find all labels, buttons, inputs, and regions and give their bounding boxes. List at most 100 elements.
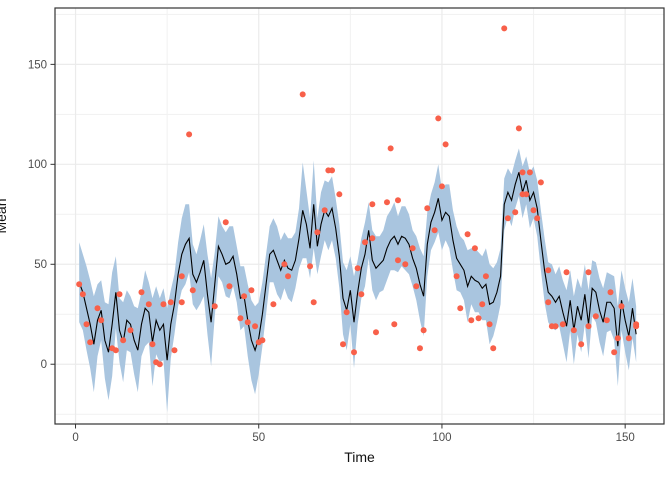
x-tick-label: 50: [252, 432, 265, 444]
observation-point: [563, 269, 570, 276]
observation-point: [340, 341, 347, 348]
observation-point: [237, 315, 244, 322]
observation-point: [156, 361, 163, 368]
observation-point: [559, 321, 566, 328]
observation-point: [504, 215, 511, 222]
observation-point: [116, 291, 123, 298]
observation-point: [94, 305, 101, 312]
panel-border: [54, 7, 665, 425]
observation-point: [420, 327, 427, 334]
observation-point: [394, 257, 401, 264]
observation-point: [519, 169, 526, 176]
observation-point: [314, 229, 321, 236]
observation-point: [453, 273, 460, 280]
observation-point: [523, 191, 530, 198]
observation-point: [607, 289, 614, 296]
observation-point: [486, 321, 493, 328]
y-tick-label: 150: [28, 59, 47, 71]
observation-point: [402, 261, 409, 268]
observation-point: [585, 269, 592, 276]
observation-point: [394, 197, 401, 204]
observation-point: [416, 345, 423, 352]
observation-point: [534, 215, 541, 222]
observation-point: [545, 299, 552, 306]
observation-point: [482, 273, 489, 280]
observation-point: [545, 267, 552, 274]
observation-point: [585, 323, 592, 330]
confidence-ribbon: [79, 148, 637, 413]
observation-point: [442, 141, 449, 148]
observation-point: [369, 235, 376, 242]
observation-point: [76, 281, 83, 288]
observation-point: [471, 245, 478, 252]
observation-point: [259, 337, 266, 344]
observation-point: [618, 303, 625, 310]
observation-point: [578, 341, 585, 348]
x-tick-label: 150: [616, 432, 635, 444]
observation-point: [361, 239, 368, 246]
observation-point: [387, 145, 394, 152]
observation-point: [358, 291, 365, 298]
observation-point: [490, 345, 497, 352]
observation-point: [372, 329, 379, 336]
observation-point: [592, 313, 599, 320]
observation-point: [501, 25, 508, 32]
observation-point: [285, 273, 292, 280]
observation-point: [603, 317, 610, 324]
observation-point: [127, 327, 134, 334]
observation-point: [299, 91, 306, 98]
observation-point: [252, 323, 259, 330]
observation-point: [614, 335, 621, 342]
observation-point: [112, 347, 119, 354]
observation-point: [222, 219, 229, 226]
observation-point: [79, 291, 86, 298]
observation-point: [468, 317, 475, 324]
observation-point: [464, 231, 471, 238]
observation-point: [145, 301, 152, 308]
observation-point: [241, 293, 248, 300]
observation-point: [526, 169, 533, 176]
observation-point: [307, 263, 314, 270]
mean-line: [78, 172, 637, 361]
observation-point: [186, 131, 193, 138]
observation-point: [475, 315, 482, 322]
observation-point: [343, 309, 350, 316]
observation-point: [160, 301, 167, 308]
observation-point: [625, 335, 632, 342]
observation-point: [178, 273, 185, 280]
observation-point: [552, 323, 559, 330]
y-tick-label: 0: [41, 359, 47, 371]
y-tick-label: 50: [34, 259, 47, 271]
observation-point: [479, 301, 486, 308]
observation-point: [167, 299, 174, 306]
observation-point: [189, 287, 196, 294]
x-axis-title: Time: [344, 449, 375, 465]
observation-point: [83, 321, 90, 328]
observation-point: [321, 207, 328, 214]
observation-point: [226, 283, 233, 290]
observation-point: [435, 115, 442, 122]
observation-point: [248, 287, 255, 294]
x-tick-label: 100: [432, 432, 451, 444]
observation-point: [98, 317, 105, 324]
observation-point: [409, 245, 416, 252]
observation-point: [413, 283, 420, 290]
observation-point: [512, 209, 519, 216]
x-tick-label: 0: [72, 432, 78, 444]
observation-point: [383, 199, 390, 206]
observation-point: [457, 305, 464, 312]
observation-point: [570, 327, 577, 334]
observation-point: [351, 349, 358, 356]
observation-point: [611, 349, 618, 356]
observation-point: [633, 323, 640, 330]
observation-point: [244, 319, 251, 326]
observation-point: [270, 301, 277, 308]
panel-background: [55, 8, 664, 424]
observation-point: [149, 341, 156, 348]
observation-point: [281, 261, 288, 268]
y-tick-label: 100: [28, 159, 47, 171]
observation-point: [178, 299, 185, 306]
observation-point: [354, 265, 361, 272]
